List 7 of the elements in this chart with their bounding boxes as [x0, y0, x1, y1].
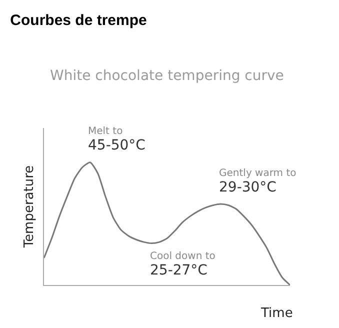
y-axis-title: Temperature — [22, 165, 37, 249]
chart-title: Courbes de trempe — [10, 12, 147, 29]
chart-subtitle: White chocolate tempering curve — [50, 68, 284, 84]
annotation: Cool down to 25-27°C — [150, 251, 216, 279]
x-axis-title: Time — [260, 306, 293, 321]
annotation: Gently warm to 29-30°C — [219, 168, 296, 196]
text: Melt to 45-50°C — [88, 126, 146, 154]
